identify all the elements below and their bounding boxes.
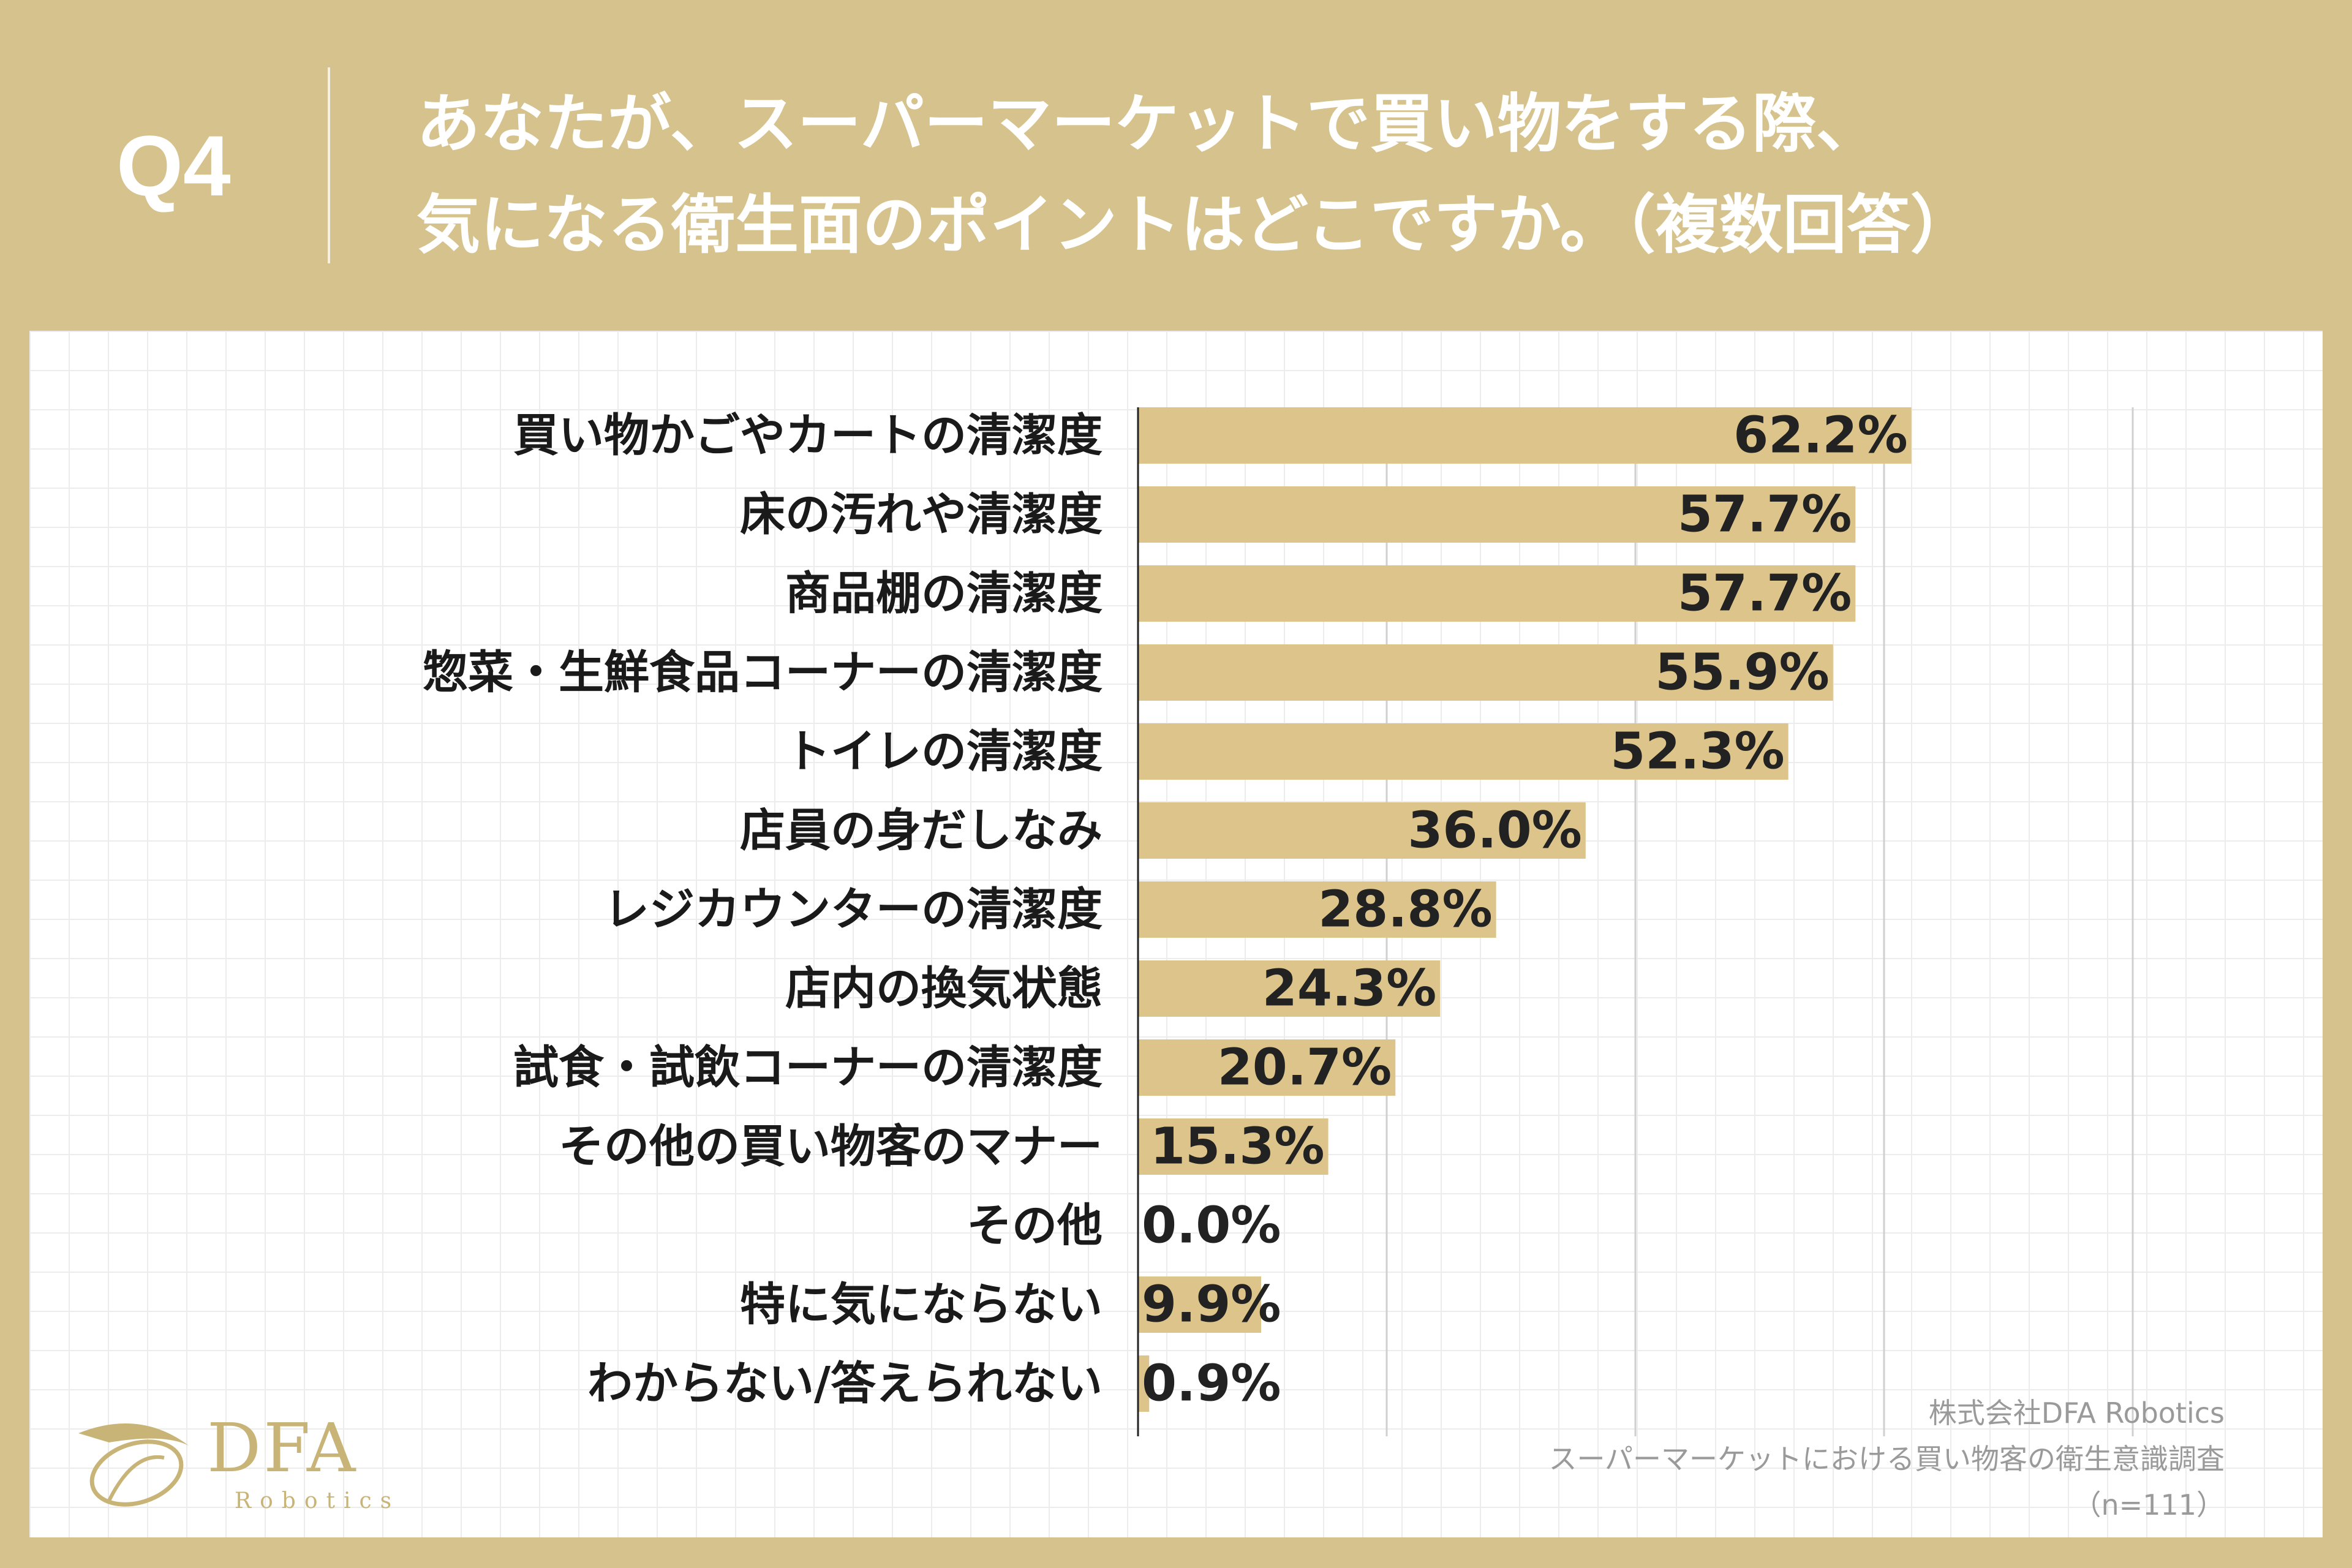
- value-label-8: 20.7%: [1218, 1039, 1392, 1097]
- value-label-0: 62.2%: [1733, 407, 1907, 465]
- category-label-11: 特に気にならない: [740, 1278, 1102, 1331]
- bar-12: [1138, 1355, 1150, 1412]
- bar-2: [1138, 565, 1856, 622]
- question-title-line-2: 気になる衛生面のポイントはどこですか。（複数回答）: [417, 187, 1974, 262]
- category-label-0: 買い物かごやカートの清潔度: [513, 409, 1102, 462]
- logo-subtext: Robotics: [235, 1488, 401, 1513]
- question-title: あなたが、スーパーマーケットで買い物をする際、 気になる衛生面のポイントはどこで…: [417, 74, 1974, 276]
- category-label-8: 試食・試飲コーナーの清潔度: [513, 1041, 1102, 1094]
- value-label-1: 57.7%: [1678, 486, 1852, 544]
- bar-11: [1138, 1276, 1261, 1333]
- bar-1: [1138, 486, 1856, 543]
- source-note: 株式会社DFA Robotics スーパーマーケットにおける買い物客の衛生意識調…: [1548, 1390, 2225, 1528]
- question-title-line-1: あなたが、スーパーマーケットで買い物をする際、: [417, 86, 1880, 161]
- value-label-9: 15.3%: [1150, 1118, 1324, 1176]
- bar-7: [1138, 960, 1441, 1017]
- category-label-3: 惣菜・生鮮食品コーナーの清潔度: [423, 646, 1102, 699]
- category-label-4: トイレの清潔度: [785, 725, 1102, 778]
- header-divider: [328, 67, 330, 263]
- category-label-12: わからない/答えられない: [587, 1357, 1102, 1410]
- value-label-7: 24.3%: [1262, 960, 1436, 1018]
- value-label-2: 57.7%: [1678, 565, 1852, 623]
- value-label-10: 0.0%: [1142, 1197, 1281, 1255]
- category-label-6: レジカウンターの清潔度: [604, 883, 1102, 936]
- bar-chart: 買い物かごやカートの清潔度 62.2% 床の汚れや清潔度 57.7% 商品棚の清潔度 57…: [423, 407, 2134, 1436]
- category-label-1: 床の汚れや清潔度: [740, 488, 1102, 541]
- category-label-2: 商品棚の清潔度: [785, 567, 1102, 620]
- bar-4: [1138, 723, 1789, 780]
- bar-8: [1138, 1039, 1396, 1096]
- value-label-6: 28.8%: [1318, 881, 1492, 939]
- question-number: Q4: [116, 118, 231, 214]
- dfa-logo: DFA Robotics: [72, 1396, 415, 1531]
- bar-5: [1138, 802, 1586, 859]
- category-label-9: その他の買い物客のマナー: [559, 1120, 1102, 1173]
- value-label-3: 55.9%: [1655, 644, 1829, 702]
- value-label-11: 9.9%: [1142, 1276, 1281, 1334]
- logo-text: DFA: [207, 1409, 358, 1487]
- header: Q4 あなたが、スーパーマーケットで買い物をする際、 気になる衛生面のポイントは…: [0, 0, 2352, 331]
- category-label-5: 店員の身だしなみ: [740, 804, 1102, 857]
- bar-6: [1138, 881, 1496, 938]
- value-label-12: 0.9%: [1142, 1355, 1281, 1413]
- source-survey: スーパーマーケットにおける買い物客の衛生意識調査: [1548, 1442, 2225, 1476]
- category-label-10: その他: [967, 1199, 1102, 1252]
- category-label-7: 店内の換気状態: [785, 962, 1102, 1015]
- value-label-5: 36.0%: [1408, 802, 1581, 860]
- source-sample: （n=111）: [2073, 1488, 2225, 1521]
- logo-mark-icon: [78, 1423, 189, 1507]
- bar-3: [1138, 644, 1833, 701]
- chart-panel: 買い物かごやカートの清潔度 62.2% 床の汚れや清潔度 57.7% 商品棚の清潔度 57…: [29, 331, 2323, 1537]
- value-label-4: 52.3%: [1610, 723, 1784, 781]
- source-company: 株式会社DFA Robotics: [1928, 1396, 2225, 1430]
- bar-9: [1138, 1118, 1329, 1175]
- bar-0: [1138, 407, 1912, 464]
